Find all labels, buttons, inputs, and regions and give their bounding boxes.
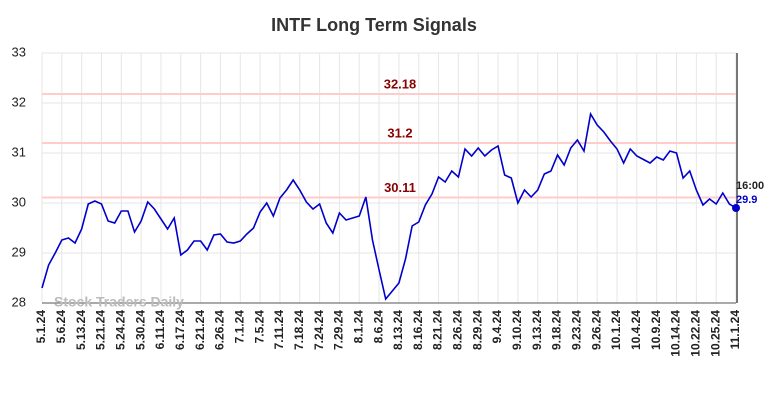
y-tick-label: 32 — [12, 94, 26, 109]
level-label: 32.18 — [384, 76, 417, 91]
x-tick-label: 7.29.24 — [332, 310, 346, 350]
y-tick-label: 28 — [12, 294, 26, 309]
x-tick-label: 10.4.24 — [629, 310, 643, 350]
x-tick-label: 9.10.24 — [510, 310, 524, 350]
x-tick-label: 8.6.24 — [371, 310, 385, 344]
x-tick-label: 9.13.24 — [530, 310, 544, 350]
x-tick-label: 7.24.24 — [312, 310, 326, 350]
x-tick-label: 6.21.24 — [193, 310, 207, 350]
x-tick-label: 5.6.24 — [54, 310, 68, 344]
x-tick-label: 7.18.24 — [292, 310, 306, 350]
last-value: 29.9 — [736, 194, 757, 206]
x-tick-label: 8.13.24 — [391, 310, 405, 350]
y-tick-label: 31 — [12, 144, 26, 159]
x-tick-label: 6.26.24 — [213, 310, 227, 350]
x-tick-label: 8.1.24 — [351, 310, 365, 344]
chart-title: INTF Long Term Signals — [271, 15, 477, 35]
level-label: 30.11 — [384, 180, 416, 195]
x-tick-label: 7.11.24 — [272, 310, 286, 350]
y-tick-label: 33 — [12, 44, 26, 59]
x-tick-label: 9.18.24 — [550, 310, 564, 350]
x-tick-label: 8.26.24 — [451, 310, 465, 350]
x-tick-label: 7.1.24 — [232, 310, 246, 344]
x-tick-label: 9.4.24 — [490, 310, 504, 344]
y-tick-label: 30 — [12, 194, 26, 209]
last-time: 16:00 — [736, 180, 764, 192]
x-tick-label: 5.1.24 — [34, 310, 48, 344]
x-tick-label: 10.14.24 — [669, 310, 683, 357]
x-tick-label: 5.30.24 — [133, 310, 147, 350]
x-tick-label: 8.21.24 — [431, 310, 445, 350]
x-tick-label: 5.24.24 — [113, 310, 127, 350]
x-tick-label: 8.29.24 — [470, 310, 484, 350]
x-tick-label: 6.11.24 — [153, 310, 167, 350]
x-tick-label: 5.13.24 — [74, 310, 88, 350]
x-tick-label: 7.5.24 — [252, 310, 266, 344]
last-point — [732, 204, 740, 212]
x-tick-label: 9.23.24 — [570, 310, 584, 350]
watermark: Stock Traders Daily — [54, 294, 184, 310]
x-tick-label: 5.21.24 — [94, 310, 108, 350]
x-tick-label: 8.16.24 — [411, 310, 425, 350]
x-tick-label: 6.17.24 — [173, 310, 187, 350]
x-tick-label: 10.22.24 — [689, 310, 703, 357]
level-label: 31.2 — [387, 125, 412, 140]
x-tick-label: 10.25.24 — [708, 310, 722, 357]
price-line — [41, 111, 737, 301]
x-tick-label: 9.26.24 — [589, 310, 603, 350]
x-tick-label: 10.1.24 — [609, 310, 623, 350]
x-tick-label: 10.9.24 — [649, 310, 663, 350]
y-tick-label: 29 — [12, 244, 26, 259]
x-tick-label: 11.1.24 — [728, 310, 742, 350]
